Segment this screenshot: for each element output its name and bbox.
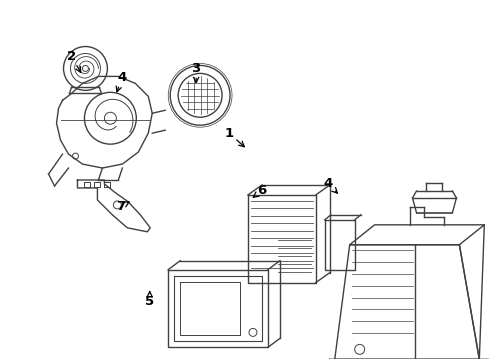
Text: 6: 6 [253, 184, 267, 197]
Text: 4: 4 [116, 71, 126, 92]
Text: 2: 2 [67, 50, 81, 72]
Text: 7: 7 [116, 201, 129, 213]
Text: 5: 5 [145, 292, 154, 309]
Text: 4: 4 [323, 177, 338, 193]
Text: 3: 3 [192, 62, 201, 82]
Text: 1: 1 [225, 127, 245, 147]
